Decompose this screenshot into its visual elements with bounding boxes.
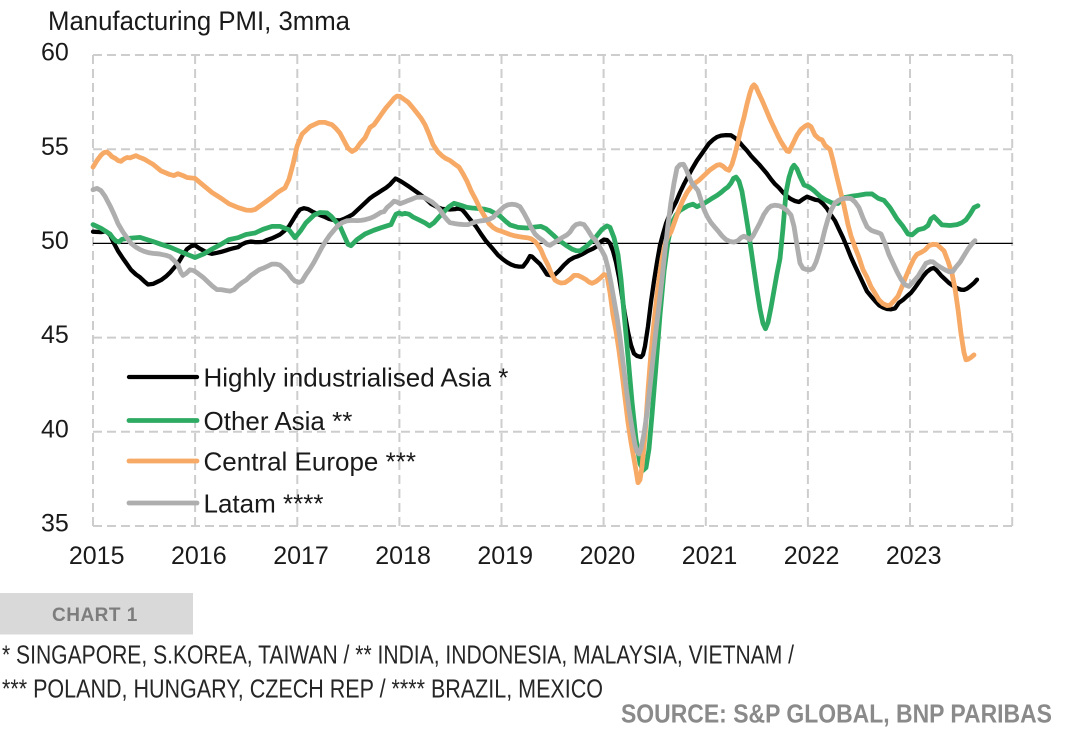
- svg-text:2018: 2018: [375, 542, 431, 570]
- svg-text:35: 35: [41, 510, 69, 538]
- svg-text:Highly industrialised Asia *: Highly industrialised Asia *: [204, 362, 509, 392]
- svg-text:Other Asia **: Other Asia **: [204, 406, 353, 436]
- svg-text:2023: 2023: [886, 542, 942, 570]
- svg-text:2017: 2017: [273, 542, 329, 570]
- svg-text:60: 60: [41, 39, 69, 67]
- svg-text:2015: 2015: [69, 542, 125, 570]
- svg-text:SOURCE: S&P GLOBAL, BNP PARIBA: SOURCE: S&P GLOBAL, BNP PARIBAS: [621, 699, 1052, 729]
- svg-text:Central Europe ***: Central Europe ***: [204, 446, 416, 476]
- svg-text:Latam ****: Latam ****: [204, 488, 324, 518]
- svg-text:CHART 1: CHART 1: [52, 605, 138, 626]
- svg-text:55: 55: [41, 133, 69, 161]
- svg-text:2021: 2021: [682, 542, 738, 570]
- svg-text:2020: 2020: [580, 542, 636, 570]
- svg-text:2022: 2022: [784, 542, 840, 570]
- svg-text:*** POLAND, HUNGARY, CZECH REP: *** POLAND, HUNGARY, CZECH REP / **** BR…: [2, 674, 603, 704]
- svg-text:50: 50: [41, 227, 69, 255]
- svg-text:40: 40: [41, 415, 69, 443]
- svg-text:45: 45: [41, 321, 69, 349]
- svg-text:2016: 2016: [171, 542, 227, 570]
- svg-text:* SINGAPORE, S.KOREA, TAIWAN /: * SINGAPORE, S.KOREA, TAIWAN / ** INDIA,…: [2, 640, 795, 670]
- svg-text:Manufacturing PMI, 3mma: Manufacturing PMI, 3mma: [48, 6, 351, 36]
- svg-text:2019: 2019: [477, 542, 533, 570]
